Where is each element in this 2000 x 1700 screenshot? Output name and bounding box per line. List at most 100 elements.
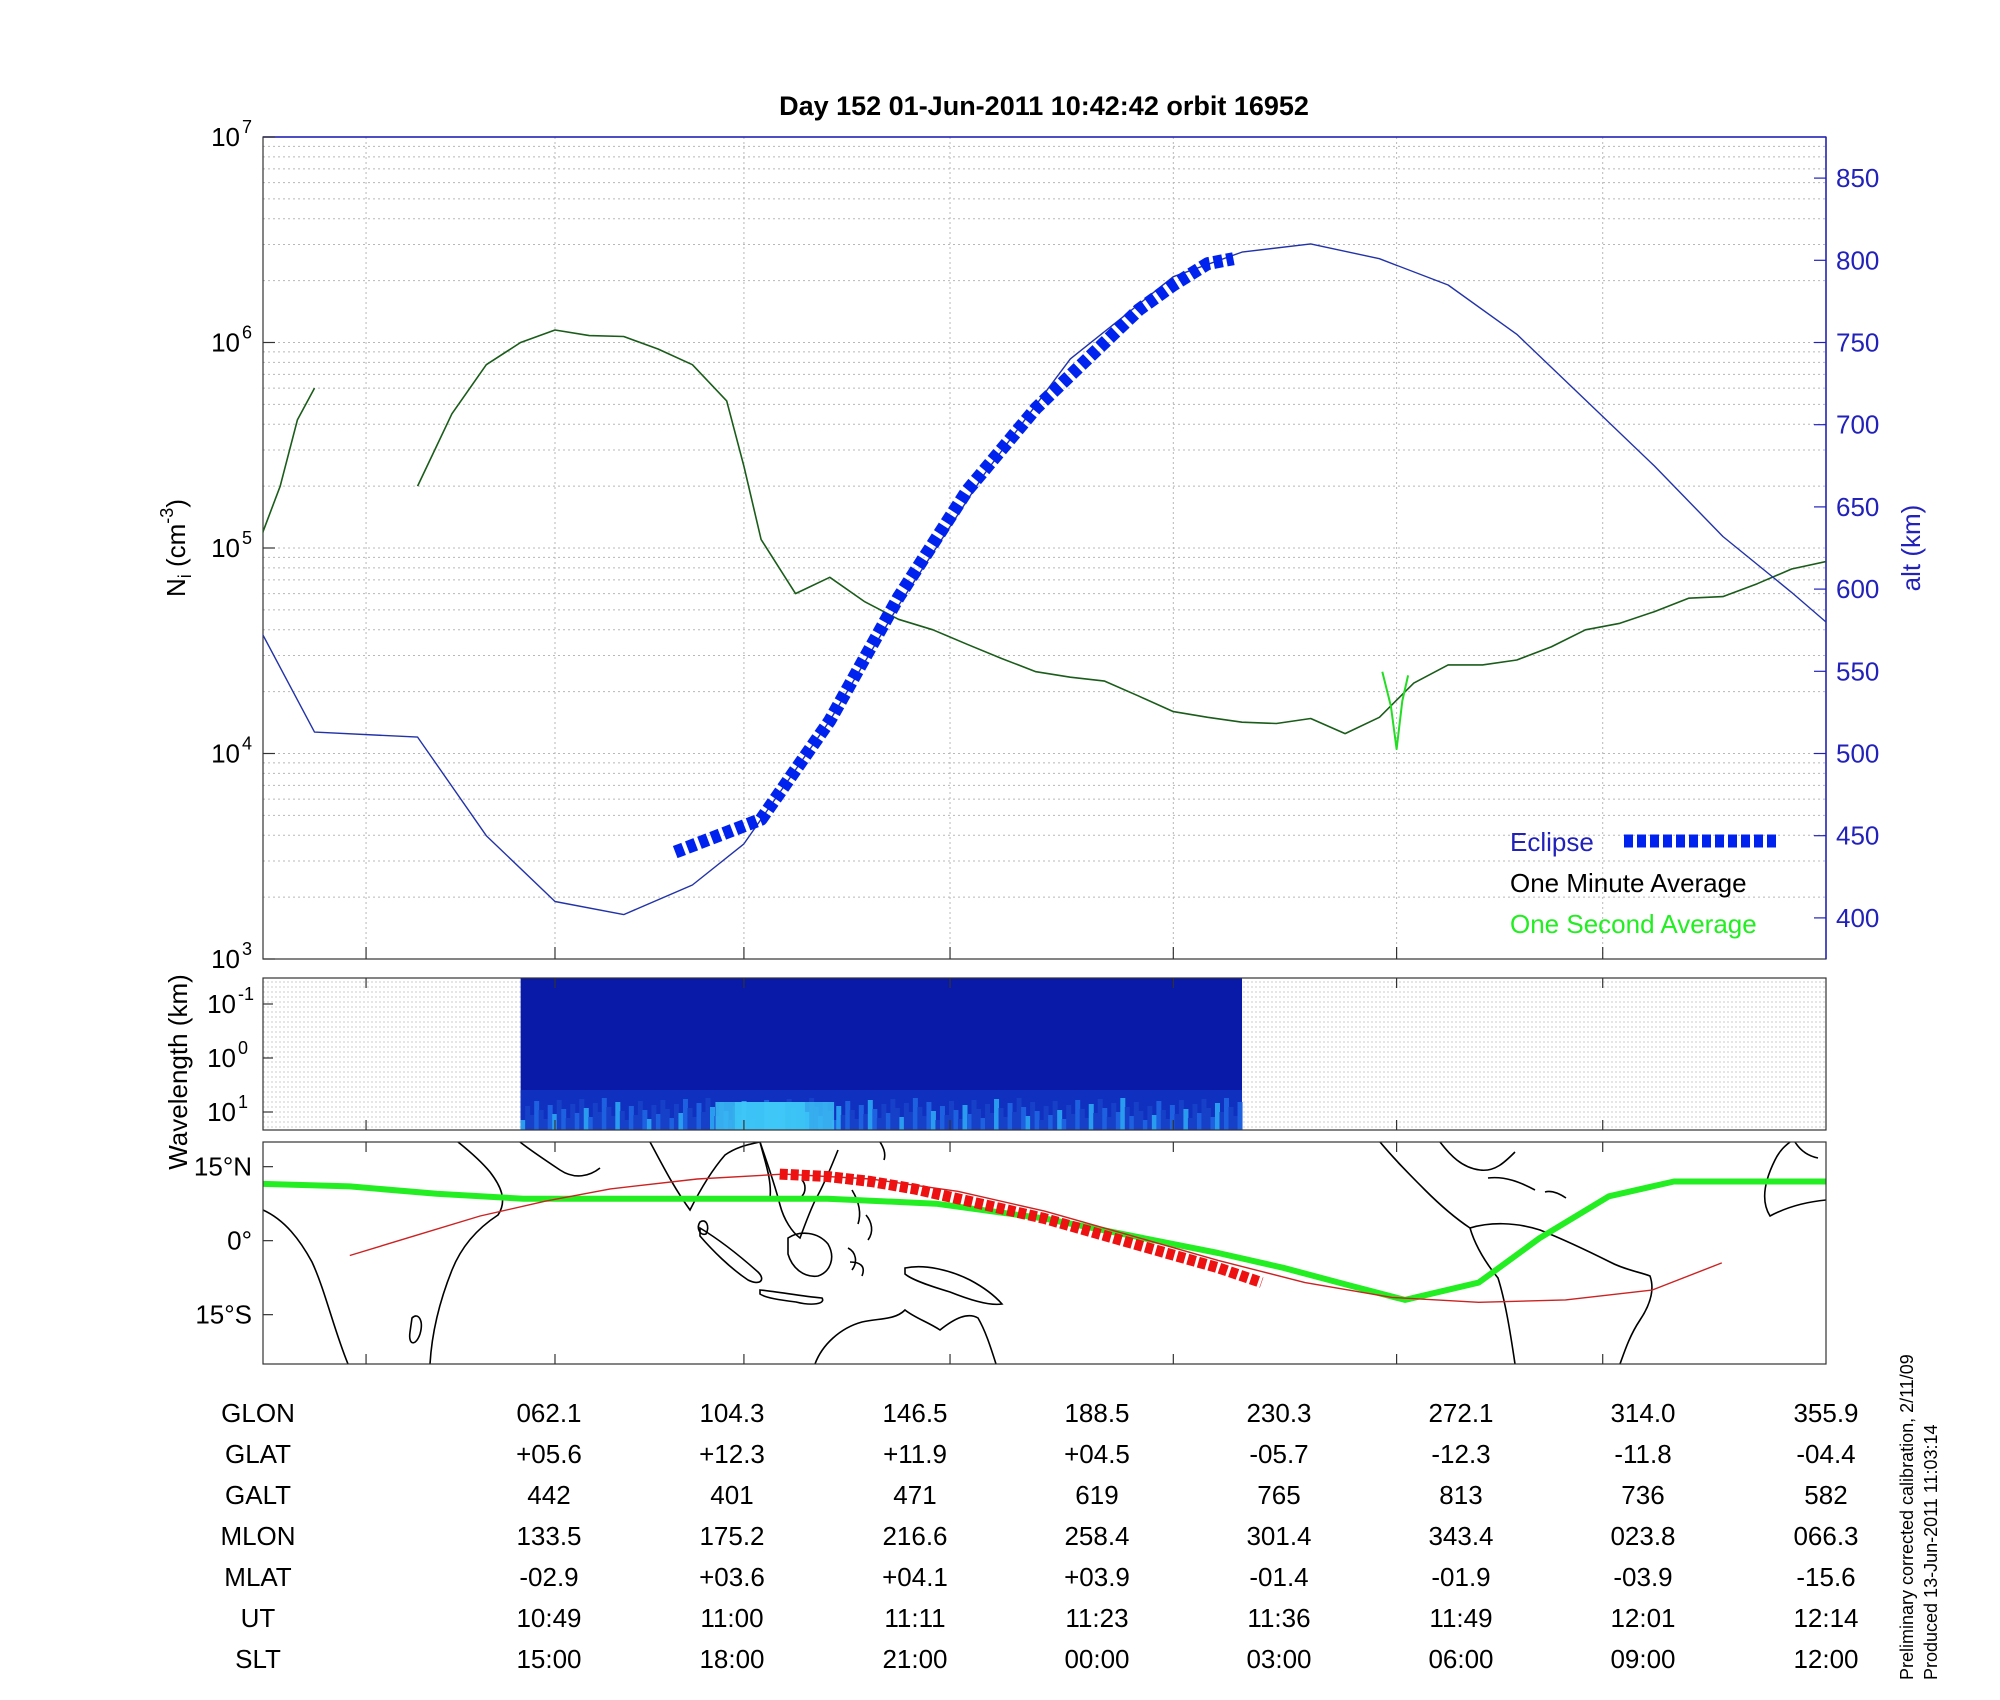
table-cell: 18:00 (699, 1644, 764, 1674)
coast-south-america-west (1469, 1227, 1516, 1364)
spectro-tick-label-exp: 0 (238, 1038, 248, 1058)
spectrogram-column (556, 1100, 562, 1130)
spectrogram-column (854, 1119, 860, 1130)
map-series-group (263, 1168, 1826, 1304)
y-tick-label-left: 10 (211, 328, 240, 358)
coast-borneo (787, 1232, 833, 1278)
spectrogram-column (935, 1120, 941, 1130)
series-alt (263, 243, 1826, 916)
table-cell: +03.9 (1064, 1562, 1130, 1592)
spectrogram-column (705, 1098, 711, 1130)
spectrogram-column (971, 1100, 977, 1130)
coast-india (649, 1142, 761, 1212)
spectrogram-column (1165, 1119, 1171, 1130)
spectrogram-frame (262, 977, 1827, 1131)
table-cell: 258.4 (1064, 1521, 1129, 1551)
spectrogram-column (1115, 1112, 1121, 1130)
table-cell: 765 (1257, 1480, 1300, 1510)
spectrogram-column (574, 1113, 580, 1130)
coast-australia (814, 1308, 997, 1364)
coast-sulawesi (847, 1247, 865, 1277)
table-cell: -02.9 (519, 1562, 578, 1592)
table-cell: 619 (1075, 1480, 1118, 1510)
spectrogram-column (948, 1101, 954, 1130)
spectrogram-column (962, 1105, 968, 1130)
spectrogram-column (881, 1104, 887, 1130)
spectrogram-column (1048, 1115, 1054, 1130)
table-row-label: GLAT (225, 1439, 291, 1469)
spectrogram-column (615, 1102, 621, 1130)
spectrogram-column (529, 1115, 535, 1130)
spectrogram-column (1124, 1107, 1130, 1130)
table-cell: +05.6 (516, 1439, 582, 1469)
series-one-second-average (1381, 671, 1410, 751)
spectro-tick-label: 10 (207, 1043, 236, 1073)
y-tick-label-left-exp: 3 (242, 939, 252, 959)
table-cell: -03.9 (1613, 1562, 1672, 1592)
spectrogram-column (1039, 1120, 1045, 1130)
y-tick-label-right: 650 (1836, 492, 1879, 522)
spectrogram-column (976, 1109, 982, 1130)
spectrogram-column (953, 1110, 959, 1130)
y-tick-label-left-exp: 7 (242, 117, 252, 137)
spectrogram-column (687, 1108, 693, 1130)
series-one-minute-average (263, 387, 316, 536)
table-row-label: GLON (221, 1398, 295, 1428)
table-cell: -05.7 (1249, 1439, 1308, 1469)
spectrogram-column (908, 1112, 914, 1130)
spectrogram-column (1057, 1110, 1063, 1130)
table-row-label: MLAT (224, 1562, 292, 1592)
density-series-group (263, 243, 1826, 916)
spectrogram-column (1147, 1106, 1153, 1130)
table-cell: +11.9 (883, 1439, 947, 1469)
table-cell: 146.5 (882, 1398, 947, 1428)
spectrogram-column (624, 1120, 630, 1130)
coast-south-america (1469, 1222, 1653, 1364)
table-cell: -01.9 (1431, 1562, 1490, 1592)
spectro-tick-label-exp: 1 (238, 1092, 248, 1112)
spectrogram-image (520, 978, 1243, 1130)
table-cell: 12:14 (1793, 1603, 1858, 1633)
spectrogram-column (637, 1101, 643, 1130)
spectrogram-column (660, 1100, 666, 1130)
spectrogram-column (520, 1120, 526, 1130)
spectro-tick-label-exp: -1 (238, 984, 254, 1004)
coast-west-africa (1763, 1142, 1826, 1218)
spectrogram-column (646, 1119, 652, 1130)
table-cell: 10:49 (516, 1603, 581, 1633)
spectrogram-column (664, 1109, 670, 1130)
spectrogram-column (1003, 1117, 1009, 1130)
spectrogram-column (903, 1103, 909, 1130)
spectrogram-burst (764, 1102, 835, 1130)
spectrogram-column (633, 1115, 639, 1130)
table-row-label: MLON (220, 1521, 295, 1551)
table-cell: 133.5 (516, 1521, 581, 1551)
y-tick-label-left: 10 (211, 944, 240, 974)
spectrogram-column (1228, 1107, 1234, 1130)
table-cell: 813 (1439, 1480, 1482, 1510)
spectrogram-column (921, 1116, 927, 1130)
spectrogram-column (1169, 1105, 1175, 1130)
spectrogram-column (1066, 1105, 1072, 1130)
table-cell: 09:00 (1610, 1644, 1675, 1674)
spectrogram-column (691, 1117, 697, 1130)
coast-madagascar (408, 1315, 423, 1344)
y-tick-label-right: 750 (1836, 328, 1879, 358)
y-tick-label-right: 450 (1836, 821, 1879, 851)
spectrogram-column (525, 1106, 531, 1130)
table-cell: 301.4 (1246, 1521, 1311, 1551)
spectrogram-column (849, 1110, 855, 1130)
spectrogram-column (1070, 1114, 1076, 1130)
map-eclipse (779, 1168, 1264, 1288)
spectrogram-column (957, 1119, 963, 1130)
spectrogram-column (682, 1099, 688, 1130)
spectrogram-column (1079, 1109, 1085, 1130)
spectrogram-column (1201, 1099, 1207, 1130)
spectrogram-column (939, 1106, 945, 1130)
coast-gulf (1439, 1142, 1516, 1172)
table-cell: -11.8 (1614, 1439, 1671, 1469)
coast-central-america (1379, 1142, 1471, 1229)
spectrogram-column (1223, 1098, 1229, 1130)
y-tick-label-right: 550 (1836, 656, 1879, 686)
spectrogram-column (1034, 1111, 1040, 1130)
